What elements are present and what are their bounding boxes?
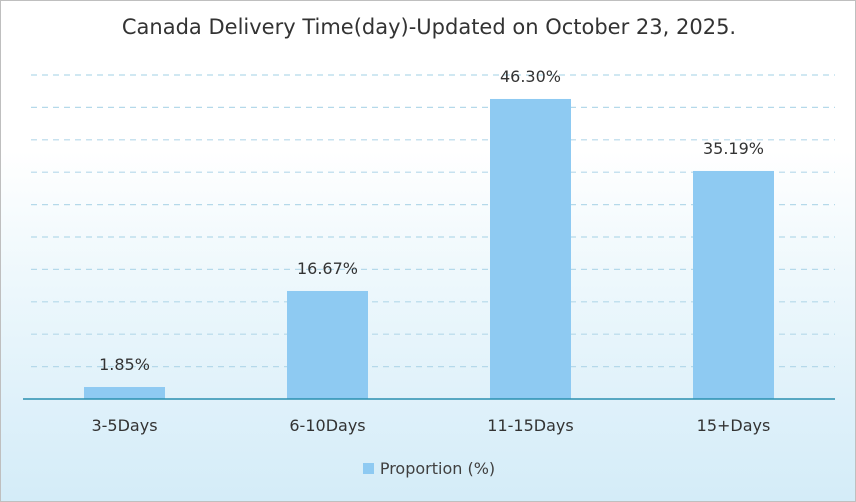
bars [84, 98, 774, 399]
x-tick-label: 15+Days [697, 416, 771, 435]
data-labels: 1.85% 16.67% 46.30% 35.19% [99, 67, 764, 374]
bar-15-days [693, 170, 774, 399]
x-tick-label: 11-15Days [487, 416, 573, 435]
data-label: 35.19% [703, 139, 764, 158]
gridlines [31, 74, 835, 368]
data-label: 1.85% [99, 355, 150, 374]
data-label: 16.67% [297, 259, 358, 278]
legend-label: Proportion (%) [379, 459, 496, 478]
data-label: 46.30% [500, 67, 561, 86]
chart-title: Canada Delivery Time(day)-Updated on Oct… [121, 15, 737, 39]
legend-swatch [362, 463, 374, 474]
bar-3-5days [84, 387, 165, 399]
bar-6-10days [287, 290, 368, 399]
legend: Proportion (%) [1, 459, 855, 478]
x-tick-label: 6-10Days [289, 416, 365, 435]
bar-11-15days [490, 98, 571, 399]
x-axis-tick-labels: 3-5Days 6-10Days 11-15Days 15+Days [91, 416, 770, 435]
x-tick-label: 3-5Days [91, 416, 157, 435]
